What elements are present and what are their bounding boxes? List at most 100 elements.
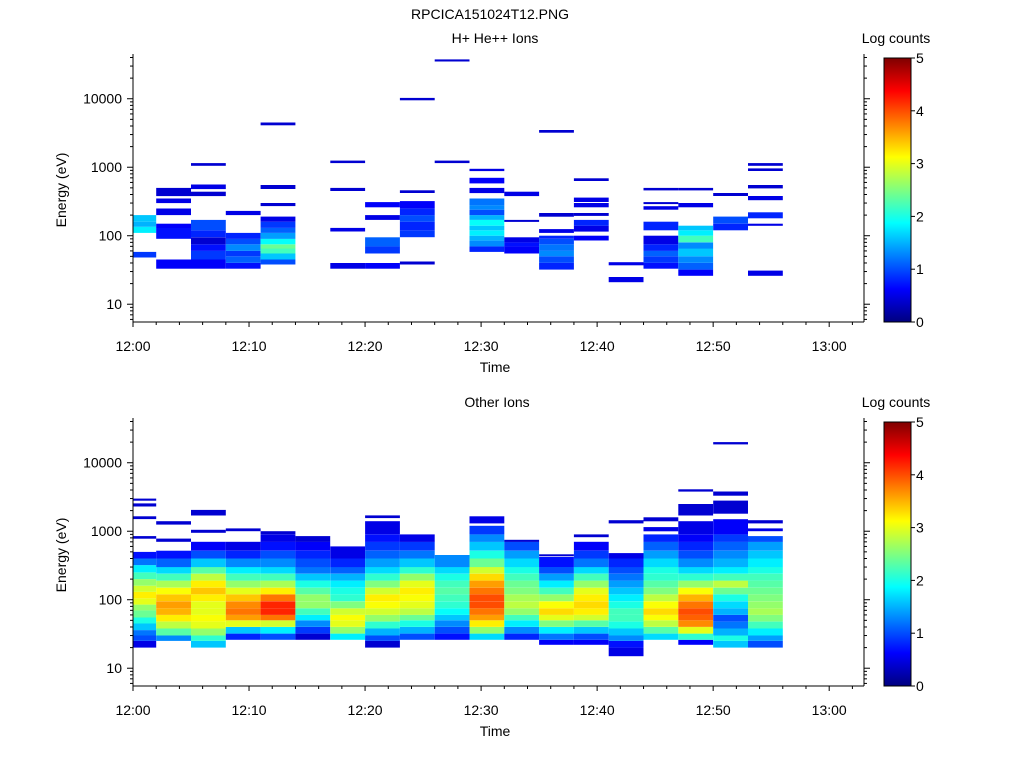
heatmap-cell bbox=[469, 601, 505, 609]
heatmap-cell bbox=[133, 630, 157, 636]
y-tick-label: 10000 bbox=[83, 455, 122, 471]
heatmap-cell bbox=[643, 235, 679, 245]
heatmap-cell bbox=[608, 567, 644, 574]
heatmap-cell bbox=[434, 160, 470, 164]
heatmap-cell bbox=[225, 256, 261, 263]
x-axis-label: Time bbox=[480, 723, 511, 739]
heatmap-cell bbox=[573, 639, 609, 645]
y-tick-label: 100 bbox=[99, 228, 123, 244]
heatmap-cell bbox=[133, 572, 157, 580]
heatmap-cell bbox=[678, 489, 714, 492]
colorbar-gradient bbox=[883, 57, 912, 323]
heatmap-cell bbox=[713, 223, 748, 231]
heatmap-cell bbox=[365, 608, 400, 615]
heatmap-cell bbox=[643, 517, 679, 522]
colorbar-tick-label: 0 bbox=[916, 314, 924, 330]
heatmap-cell bbox=[365, 515, 400, 519]
colorbar: 0 1 2 3 4 5 bbox=[883, 50, 924, 330]
colorbar-tick-label: 3 bbox=[916, 156, 924, 172]
heatmap-cell bbox=[504, 587, 540, 595]
heatmap-cell bbox=[573, 178, 609, 181]
heatmap-cell bbox=[191, 628, 226, 636]
heatmap-cell bbox=[434, 627, 470, 634]
heatmap-cell bbox=[678, 187, 714, 191]
heatmap-cell bbox=[713, 567, 748, 574]
heatmap-cell bbox=[678, 608, 714, 615]
heatmap-cell bbox=[133, 558, 157, 566]
x-tick-label: 13:00 bbox=[812, 338, 847, 354]
heatmap-cell bbox=[225, 238, 261, 245]
colorbar-tick-label: 2 bbox=[916, 572, 924, 588]
heatmap-cell bbox=[748, 520, 783, 524]
heatmap-cell bbox=[156, 567, 191, 574]
heatmap-cell bbox=[539, 213, 574, 217]
heatmap-cell bbox=[469, 205, 505, 210]
heatmap-cell bbox=[678, 504, 714, 516]
heatmap-cell bbox=[713, 614, 748, 622]
heatmap-cell bbox=[608, 628, 644, 636]
heatmap-cell bbox=[365, 580, 400, 588]
y-tick-label: 10 bbox=[106, 660, 122, 676]
heatmap-cell bbox=[469, 587, 505, 595]
heatmap-cell bbox=[608, 601, 644, 609]
heatmap-cell bbox=[191, 587, 226, 595]
heatmap-cell bbox=[260, 541, 296, 551]
heatmap-cell bbox=[365, 567, 400, 574]
heatmap-cell bbox=[365, 614, 400, 622]
heatmap-cell bbox=[133, 579, 157, 586]
heatmap-cell bbox=[539, 238, 574, 245]
h-he-ions-panel: H+ He++ Ions Log counts Energy (eV) Time… bbox=[53, 30, 930, 375]
panel-title: H+ He++ Ions bbox=[452, 30, 539, 46]
heatmap-cell bbox=[539, 567, 574, 574]
heatmap-cell bbox=[295, 567, 331, 574]
heatmap-cell bbox=[330, 614, 366, 621]
heatmap-cell bbox=[643, 250, 679, 257]
heatmap-cell bbox=[330, 587, 366, 595]
colorbar-tick-label: 1 bbox=[916, 261, 924, 277]
heatmap-cell bbox=[573, 558, 609, 568]
heatmap-cell bbox=[399, 601, 435, 609]
heatmap-cell bbox=[608, 573, 644, 581]
heatmap-cell bbox=[191, 541, 226, 551]
heatmap-cell bbox=[225, 567, 261, 574]
heatmap-cell bbox=[608, 587, 644, 595]
heatmap-cell bbox=[191, 594, 226, 602]
heatmap-cell bbox=[295, 627, 331, 634]
heatmap-cell bbox=[573, 534, 609, 538]
heatmap-cell bbox=[191, 567, 226, 574]
heatmap-cell bbox=[678, 225, 714, 231]
heatmap-cell bbox=[156, 538, 191, 542]
heatmap-cell bbox=[330, 627, 366, 634]
heatmap-cell bbox=[330, 558, 366, 568]
heatmap-cell bbox=[713, 491, 748, 496]
heatmap-cell bbox=[365, 641, 400, 648]
heatmap-cell bbox=[330, 160, 366, 164]
heatmap-cell bbox=[260, 627, 296, 634]
heatmap-cell bbox=[365, 628, 400, 636]
heatmap-cell bbox=[156, 594, 191, 602]
heatmap-cell bbox=[748, 580, 783, 588]
heatmap-cell bbox=[191, 244, 226, 251]
heatmap-cell bbox=[225, 541, 261, 551]
panel-title: Other Ions bbox=[464, 394, 529, 410]
heatmap-cell bbox=[365, 237, 400, 247]
heatmap-cell bbox=[295, 608, 331, 615]
heatmap-cell bbox=[295, 601, 331, 609]
heatmap-cell bbox=[504, 541, 540, 551]
heatmap-cell bbox=[608, 580, 644, 588]
heatmap-cell bbox=[573, 587, 609, 595]
heatmap-cell bbox=[330, 594, 366, 602]
heatmap-cell bbox=[713, 216, 748, 224]
heatmap-cell bbox=[330, 620, 366, 627]
heatmap-cell bbox=[573, 573, 609, 581]
colorbar-tick-label: 5 bbox=[916, 414, 924, 430]
heatmap-cell bbox=[643, 594, 679, 602]
heatmap-cell bbox=[225, 210, 261, 216]
heatmap-cell bbox=[133, 221, 157, 227]
heatmap-cell bbox=[748, 196, 783, 201]
heatmap-cell bbox=[713, 519, 748, 535]
heatmap-cell bbox=[434, 614, 470, 621]
heatmap-cell bbox=[191, 237, 226, 245]
heatmap-cell bbox=[260, 238, 296, 245]
heatmap-cell bbox=[748, 212, 783, 219]
